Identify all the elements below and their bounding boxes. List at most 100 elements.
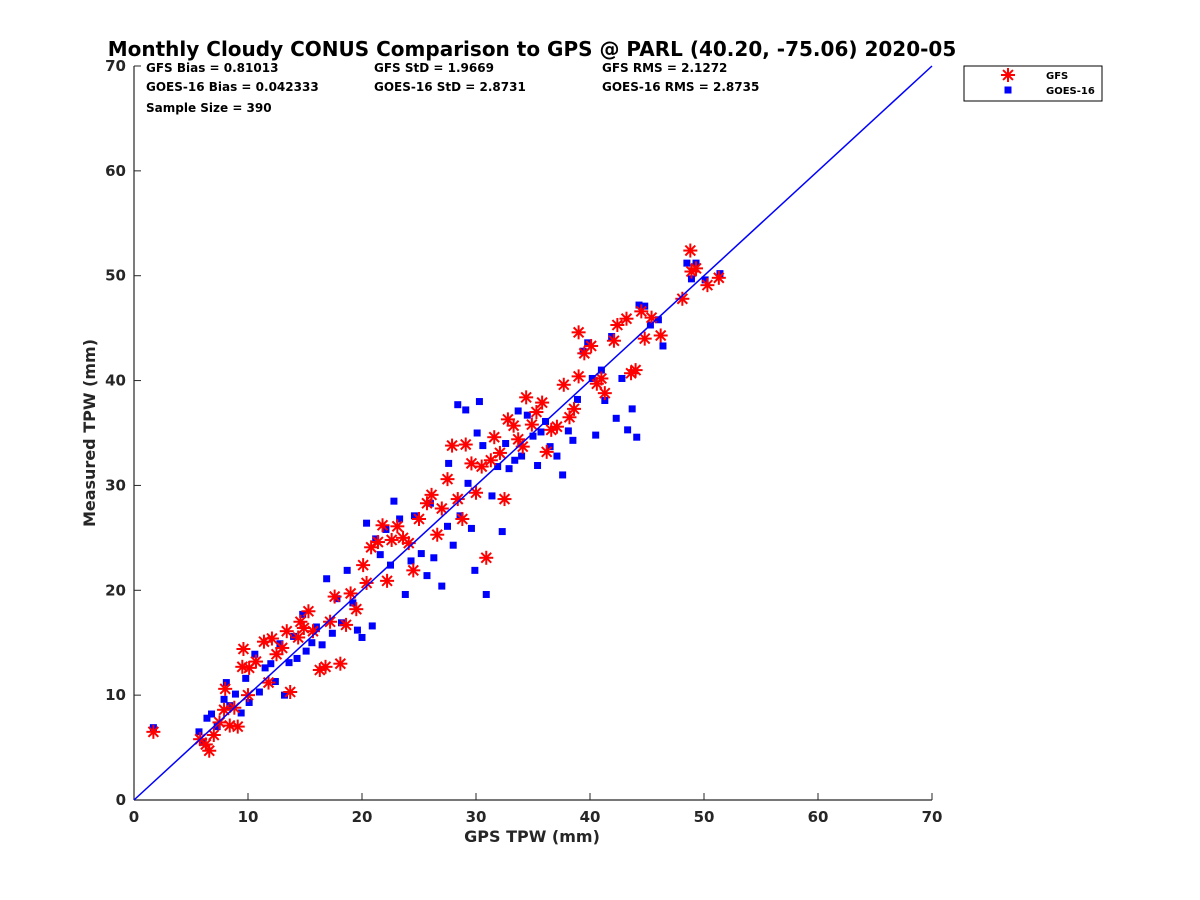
gfs-point — [359, 575, 374, 590]
gfs-point — [529, 405, 544, 420]
gfs-point — [556, 377, 571, 392]
gfs-point — [524, 417, 539, 432]
gfs-point — [390, 519, 405, 534]
goes16-point — [251, 650, 259, 658]
legend-label-goes16: GOES-16 — [1046, 86, 1095, 97]
x-tick-label: 20 — [352, 808, 373, 826]
gfs-point — [236, 642, 251, 657]
gfs-point — [434, 501, 449, 516]
gfs-point — [450, 492, 465, 507]
goes16-point — [659, 342, 667, 350]
gfs-point — [562, 410, 577, 425]
goes16-point — [618, 374, 626, 382]
goes16-point — [687, 275, 695, 283]
goes16-point — [511, 456, 519, 464]
gfs-point — [610, 317, 625, 332]
gfs-point — [327, 589, 342, 604]
goes16-point — [293, 654, 301, 662]
gfs-point — [483, 453, 498, 468]
gfs-point — [349, 602, 364, 617]
gfs-point — [430, 527, 445, 542]
goes16-point — [220, 695, 228, 703]
goes16-point — [473, 429, 481, 437]
gfs-point — [628, 363, 643, 378]
goes16-point — [534, 462, 542, 470]
goes16-point — [231, 690, 239, 698]
gfs-point — [356, 558, 371, 573]
goes16-point — [559, 471, 567, 479]
goes16-point — [479, 442, 487, 450]
gfs-point — [206, 727, 221, 742]
goes16-point — [467, 524, 475, 532]
gfs-point — [275, 640, 290, 655]
goes16-point — [654, 316, 662, 324]
goes16-point — [464, 479, 472, 487]
gfs-point — [343, 586, 358, 601]
x-tick-label: 30 — [466, 808, 487, 826]
stat-gfs-rms: GFS RMS = 2.1272 — [602, 61, 727, 75]
gfs-point — [653, 328, 668, 343]
y-tick-label: 50 — [105, 267, 126, 285]
plot-series — [133, 65, 933, 801]
gfs-point — [301, 604, 316, 619]
goes16-point — [290, 632, 298, 640]
goes16-point — [328, 629, 336, 637]
one-to-one-line — [133, 65, 933, 801]
gfs-point — [230, 719, 245, 734]
gfs-point — [506, 418, 521, 433]
goes16-point — [462, 406, 470, 414]
x-tick-label: 50 — [694, 808, 715, 826]
goes16-point — [449, 541, 457, 549]
gfs-point — [683, 243, 698, 258]
gfs-point — [567, 401, 582, 416]
goes16-point — [553, 452, 561, 460]
stat-goes16-std: GOES-16 StD = 2.8731 — [374, 80, 526, 94]
gfs-point — [571, 325, 586, 340]
gfs-point — [202, 743, 217, 758]
gfs-point — [283, 684, 298, 699]
goes16-point — [569, 436, 577, 444]
goes16-point — [683, 259, 691, 267]
gfs-point — [384, 532, 399, 547]
goes16-point — [195, 728, 203, 736]
gfs-point — [644, 310, 659, 325]
x-tick-label: 60 — [808, 808, 829, 826]
goes16-point — [226, 702, 234, 710]
x-axis-label: GPS TPW (mm) — [464, 827, 600, 846]
gfs-point — [519, 390, 534, 405]
gfs-point — [469, 485, 483, 500]
goes16-point — [523, 411, 531, 419]
gfs-point — [424, 487, 439, 502]
gfs-point — [218, 681, 233, 696]
goes16-point — [410, 512, 418, 520]
goes16-point — [308, 639, 316, 647]
gfs-point — [571, 369, 586, 384]
series-goes-16 — [149, 259, 724, 746]
gfs-point — [261, 675, 276, 690]
goes16-point — [430, 554, 438, 562]
goes16-point — [242, 674, 250, 682]
goes16-point — [529, 432, 537, 440]
gfs-point — [264, 631, 279, 646]
gfs-point — [634, 304, 649, 319]
goes16-point — [635, 301, 643, 309]
goes16-point — [537, 428, 545, 436]
legend-goes16-square — [1004, 86, 1012, 94]
goes16-point — [363, 519, 371, 527]
goes16-point — [482, 590, 490, 598]
goes16-point — [514, 407, 522, 415]
goes16-point — [390, 497, 398, 505]
goes16-point — [573, 395, 581, 403]
y-tick-label: 30 — [105, 476, 126, 494]
y-axis-label: Measured TPW (mm) — [80, 339, 99, 527]
goes16-point — [624, 426, 632, 434]
gfs-point — [497, 492, 512, 507]
series-gfs — [146, 243, 726, 758]
goes16-point — [302, 647, 310, 655]
goes16-point — [471, 566, 479, 574]
goes16-point — [401, 590, 409, 598]
goes16-point — [438, 582, 446, 590]
goes16-point — [396, 515, 404, 523]
gfs-point — [318, 659, 333, 674]
